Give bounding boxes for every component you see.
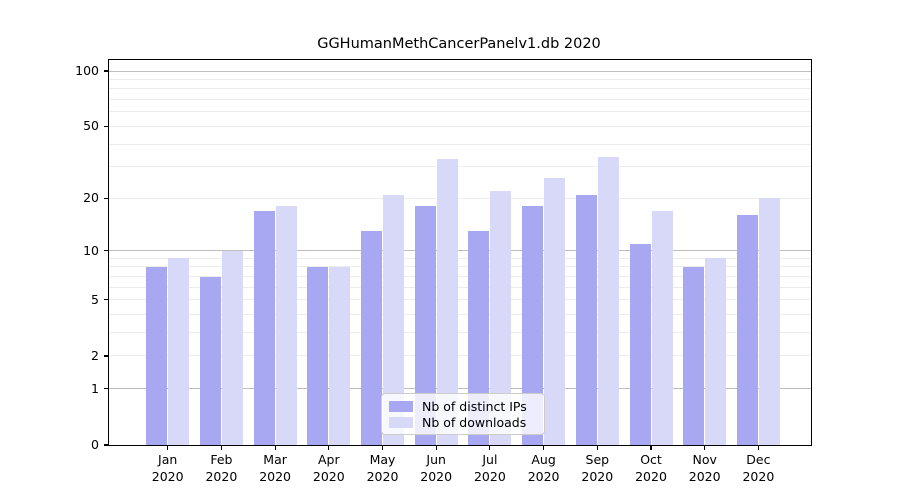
x-tick-mark: [220, 445, 222, 450]
y-tick-label: 50: [83, 118, 99, 134]
bar-distinct-ips-jul: [468, 231, 490, 445]
legend-label-downloads: Nb of downloads: [422, 415, 527, 430]
bar-downloads-jun: [436, 159, 458, 445]
y-tick-label: 100: [75, 63, 99, 78]
x-tick-label-sep: Sep 2020: [581, 452, 614, 484]
x-tick-mark: [328, 445, 330, 450]
y-tick-label: 0: [91, 437, 99, 452]
bar-downloads-jan: [168, 258, 190, 445]
legend-swatch-ips: [389, 401, 413, 412]
x-tick-mark: [489, 445, 491, 450]
gridline-major: [109, 388, 811, 390]
gridline-major: [109, 250, 811, 252]
gridline-minor: [109, 143, 811, 145]
gridline-minor: [109, 166, 811, 168]
gridline-minor: [109, 314, 811, 316]
gridline-minor: [109, 286, 811, 288]
y-tick-mark: [104, 70, 109, 72]
x-tick-label-jul: Jul 2020: [473, 452, 506, 484]
x-tick-mark: [596, 445, 598, 450]
x-tick-mark: [650, 445, 652, 450]
x-tick-mark: [167, 445, 169, 450]
bar-distinct-ips-sep: [575, 194, 597, 445]
legend-swatch-downloads: [389, 417, 413, 428]
bar-distinct-ips-may: [361, 231, 382, 445]
bar-distinct-ips-feb: [199, 276, 221, 445]
gridline-minor: [109, 88, 811, 90]
legend-item-downloads: Nb of downloads: [389, 415, 536, 430]
gridline-major: [109, 70, 811, 72]
chart-title: GGHumanMethCancerPanelv1.db 2020: [317, 36, 601, 52]
y-tick-mark: [104, 250, 109, 252]
x-tick-label-mar: Mar 2020: [259, 452, 291, 484]
legend-label-ips: Nb of distinct IPs: [422, 399, 527, 414]
gridline-minor: [109, 99, 811, 101]
legend: Nb of distinct IPs Nb of downloads: [381, 393, 545, 435]
gridline-minor: [109, 299, 811, 301]
x-tick-mark: [704, 445, 706, 450]
bar-downloads-oct: [651, 210, 673, 445]
bar-downloads-mar: [275, 206, 297, 445]
bar-downloads-nov: [705, 258, 727, 445]
y-tick-mark: [104, 125, 109, 127]
y-tick-mark: [104, 355, 109, 357]
y-tick-label: 10: [83, 242, 99, 258]
gridline-minor: [109, 197, 811, 199]
gridline-minor: [109, 257, 811, 259]
x-tick-mark: [274, 445, 276, 450]
x-tick-label-jun: Jun 2020: [420, 452, 453, 484]
x-tick-label-jan: Jan 2020: [151, 452, 184, 484]
plot-area: Nb of distinct IPs Nb of downloads 100 50…: [75, 59, 812, 484]
y-tick-mark: [104, 299, 109, 301]
bar-distinct-ips-apr: [307, 266, 329, 445]
bar-downloads-jul: [490, 190, 512, 445]
bar-downloads-feb: [221, 250, 243, 445]
x-tick-mark: [757, 445, 759, 450]
gridline-minor: [109, 78, 811, 80]
y-tick-label: 1: [91, 380, 99, 396]
x-tick-label-dec: Dec 2020: [742, 452, 775, 484]
x-tick-label-oct: Oct 2020: [635, 452, 667, 484]
x-tick-mark: [435, 445, 437, 450]
bar-distinct-ips-jun: [414, 206, 436, 445]
gridline-minor: [109, 125, 811, 127]
gridline-minor: [109, 332, 811, 334]
y-tick-label: 20: [83, 190, 99, 206]
x-tick-label-feb: Feb 2020: [205, 452, 238, 484]
gridline-minor: [109, 355, 811, 357]
gridline-minor: [109, 266, 811, 268]
legend-item-distinct-ips: Nb of distinct IPs: [389, 399, 536, 414]
bar-distinct-ips-aug: [522, 206, 544, 445]
bar-distinct-ips-nov: [683, 266, 705, 445]
x-tick-mark: [381, 445, 384, 450]
y-tick-label: 5: [91, 291, 99, 307]
y-tick-label: 2: [91, 347, 99, 363]
x-tick-label-aug: Aug 2020: [527, 452, 560, 484]
bar-distinct-ips-mar: [253, 210, 275, 445]
bar-downloads-apr: [329, 266, 351, 445]
bar-distinct-ips-oct: [629, 243, 651, 445]
bar-distinct-ips-jan: [146, 266, 168, 445]
x-tick-label-may: May 2020: [366, 452, 399, 484]
y-tick-mark: [104, 444, 109, 446]
y-tick-mark: [104, 197, 109, 199]
gridline-minor: [109, 275, 811, 277]
x-tick-label-apr: Apr 2020: [312, 452, 345, 484]
y-tick-mark: [104, 388, 109, 390]
bar-downloads-may: [383, 194, 404, 445]
bar-distinct-ips-dec: [736, 215, 758, 445]
bar-downloads-dec: [758, 198, 780, 445]
bar-downloads-sep: [597, 156, 619, 445]
x-tick-mark: [543, 445, 545, 450]
x-tick-label-nov: Nov 2020: [688, 452, 721, 484]
gridline-minor: [109, 111, 811, 113]
bar-downloads-aug: [544, 177, 566, 445]
